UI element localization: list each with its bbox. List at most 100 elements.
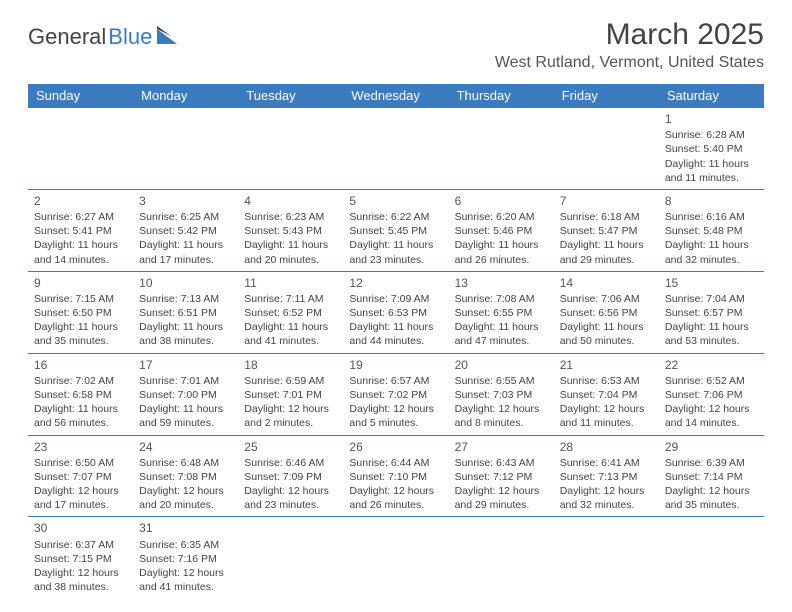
sunrise-text: Sunrise: 7:04 AM	[665, 292, 758, 306]
day-number: 24	[139, 439, 232, 455]
sunrise-text: Sunrise: 6:44 AM	[349, 456, 442, 470]
header: General Blue March 2025 West Rutland, Ve…	[28, 18, 764, 78]
calendar-day-cell: 7Sunrise: 6:18 AMSunset: 5:47 PMDaylight…	[554, 189, 659, 271]
calendar-day-cell: 4Sunrise: 6:23 AMSunset: 5:43 PMDaylight…	[238, 189, 343, 271]
sunrise-text: Sunrise: 7:11 AM	[244, 292, 337, 306]
sunrise-text: Sunrise: 7:01 AM	[139, 374, 232, 388]
sunset-text: Sunset: 7:12 PM	[455, 470, 548, 484]
day-number: 21	[560, 357, 653, 373]
calendar-day-cell: 1Sunrise: 6:28 AMSunset: 5:40 PMDaylight…	[659, 108, 764, 190]
sunrise-text: Sunrise: 6:57 AM	[349, 374, 442, 388]
calendar-day-cell: 9Sunrise: 7:15 AMSunset: 6:50 PMDaylight…	[28, 271, 133, 353]
daylight-text: Daylight: 12 hours and 17 minutes.	[34, 484, 127, 512]
sunset-text: Sunset: 7:06 PM	[665, 388, 758, 402]
page-title: March 2025	[495, 18, 764, 52]
title-block: March 2025 West Rutland, Vermont, United…	[495, 18, 764, 78]
day-number: 12	[349, 275, 442, 291]
calendar-day-cell: 27Sunrise: 6:43 AMSunset: 7:12 PMDayligh…	[449, 435, 554, 517]
day-number: 1	[665, 111, 758, 127]
daylight-text: Daylight: 11 hours and 17 minutes.	[139, 238, 232, 266]
sunrise-text: Sunrise: 6:20 AM	[455, 210, 548, 224]
daylight-text: Daylight: 11 hours and 29 minutes.	[560, 238, 653, 266]
sunrise-text: Sunrise: 6:39 AM	[665, 456, 758, 470]
daylight-text: Daylight: 12 hours and 26 minutes.	[349, 484, 442, 512]
sunset-text: Sunset: 6:55 PM	[455, 306, 548, 320]
daylight-text: Daylight: 12 hours and 2 minutes.	[244, 402, 337, 430]
sunrise-text: Sunrise: 6:46 AM	[244, 456, 337, 470]
daylight-text: Daylight: 11 hours and 50 minutes.	[560, 320, 653, 348]
calendar-day-cell: 2Sunrise: 6:27 AMSunset: 5:41 PMDaylight…	[28, 189, 133, 271]
daylight-text: Daylight: 12 hours and 32 minutes.	[560, 484, 653, 512]
sunset-text: Sunset: 7:13 PM	[560, 470, 653, 484]
daylight-text: Daylight: 11 hours and 35 minutes.	[34, 320, 127, 348]
daylight-text: Daylight: 12 hours and 5 minutes.	[349, 402, 442, 430]
calendar-day-cell: 8Sunrise: 6:16 AMSunset: 5:48 PMDaylight…	[659, 189, 764, 271]
daylight-text: Daylight: 11 hours and 44 minutes.	[349, 320, 442, 348]
daylight-text: Daylight: 12 hours and 11 minutes.	[560, 402, 653, 430]
sunset-text: Sunset: 7:09 PM	[244, 470, 337, 484]
sunset-text: Sunset: 5:48 PM	[665, 224, 758, 238]
sunrise-text: Sunrise: 7:06 AM	[560, 292, 653, 306]
sunset-text: Sunset: 7:15 PM	[34, 552, 127, 566]
calendar-week-row: 2Sunrise: 6:27 AMSunset: 5:41 PMDaylight…	[28, 189, 764, 271]
sunrise-text: Sunrise: 6:48 AM	[139, 456, 232, 470]
day-number: 19	[349, 357, 442, 373]
daylight-text: Daylight: 11 hours and 11 minutes.	[665, 157, 758, 185]
daylight-text: Daylight: 12 hours and 23 minutes.	[244, 484, 337, 512]
calendar-day-cell: 12Sunrise: 7:09 AMSunset: 6:53 PMDayligh…	[343, 271, 448, 353]
day-number: 25	[244, 439, 337, 455]
calendar-week-row: 30Sunrise: 6:37 AMSunset: 7:15 PMDayligh…	[28, 517, 764, 598]
sunset-text: Sunset: 7:01 PM	[244, 388, 337, 402]
day-number: 13	[455, 275, 548, 291]
daylight-text: Daylight: 11 hours and 59 minutes.	[139, 402, 232, 430]
calendar-day-cell: 18Sunrise: 6:59 AMSunset: 7:01 PMDayligh…	[238, 353, 343, 435]
daylight-text: Daylight: 12 hours and 14 minutes.	[665, 402, 758, 430]
daylight-text: Daylight: 11 hours and 47 minutes.	[455, 320, 548, 348]
day-header: Wednesday	[343, 84, 448, 108]
sunrise-text: Sunrise: 7:02 AM	[34, 374, 127, 388]
sunset-text: Sunset: 5:47 PM	[560, 224, 653, 238]
calendar-day-cell: 16Sunrise: 7:02 AMSunset: 6:58 PMDayligh…	[28, 353, 133, 435]
daylight-text: Daylight: 11 hours and 23 minutes.	[349, 238, 442, 266]
calendar-day-cell: 21Sunrise: 6:53 AMSunset: 7:04 PMDayligh…	[554, 353, 659, 435]
sunrise-text: Sunrise: 6:16 AM	[665, 210, 758, 224]
daylight-text: Daylight: 12 hours and 29 minutes.	[455, 484, 548, 512]
day-header: Monday	[133, 84, 238, 108]
calendar-header-row: SundayMondayTuesdayWednesdayThursdayFrid…	[28, 84, 764, 108]
sunrise-text: Sunrise: 6:41 AM	[560, 456, 653, 470]
daylight-text: Daylight: 11 hours and 20 minutes.	[244, 238, 337, 266]
sunrise-text: Sunrise: 6:22 AM	[349, 210, 442, 224]
calendar-table: SundayMondayTuesdayWednesdayThursdayFrid…	[28, 84, 764, 598]
sunset-text: Sunset: 7:07 PM	[34, 470, 127, 484]
calendar-day-cell: 30Sunrise: 6:37 AMSunset: 7:15 PMDayligh…	[28, 517, 133, 598]
sunset-text: Sunset: 7:04 PM	[560, 388, 653, 402]
sunset-text: Sunset: 6:50 PM	[34, 306, 127, 320]
day-number: 23	[34, 439, 127, 455]
calendar-week-row: 9Sunrise: 7:15 AMSunset: 6:50 PMDaylight…	[28, 271, 764, 353]
sunset-text: Sunset: 7:00 PM	[139, 388, 232, 402]
calendar-empty-cell	[554, 108, 659, 190]
daylight-text: Daylight: 12 hours and 8 minutes.	[455, 402, 548, 430]
day-number: 8	[665, 193, 758, 209]
sunrise-text: Sunrise: 6:27 AM	[34, 210, 127, 224]
calendar-day-cell: 10Sunrise: 7:13 AMSunset: 6:51 PMDayligh…	[133, 271, 238, 353]
daylight-text: Daylight: 12 hours and 20 minutes.	[139, 484, 232, 512]
calendar-empty-cell	[238, 108, 343, 190]
sunrise-text: Sunrise: 6:52 AM	[665, 374, 758, 388]
sunrise-text: Sunrise: 6:43 AM	[455, 456, 548, 470]
day-number: 7	[560, 193, 653, 209]
calendar-day-cell: 28Sunrise: 6:41 AMSunset: 7:13 PMDayligh…	[554, 435, 659, 517]
daylight-text: Daylight: 11 hours and 26 minutes.	[455, 238, 548, 266]
calendar-empty-cell	[238, 517, 343, 598]
sunrise-text: Sunrise: 6:28 AM	[665, 128, 758, 142]
calendar-empty-cell	[343, 517, 448, 598]
calendar-day-cell: 11Sunrise: 7:11 AMSunset: 6:52 PMDayligh…	[238, 271, 343, 353]
day-number: 26	[349, 439, 442, 455]
daylight-text: Daylight: 11 hours and 41 minutes.	[244, 320, 337, 348]
calendar-day-cell: 23Sunrise: 6:50 AMSunset: 7:07 PMDayligh…	[28, 435, 133, 517]
sunset-text: Sunset: 5:41 PM	[34, 224, 127, 238]
daylight-text: Daylight: 12 hours and 38 minutes.	[34, 566, 127, 594]
day-number: 17	[139, 357, 232, 373]
calendar-day-cell: 6Sunrise: 6:20 AMSunset: 5:46 PMDaylight…	[449, 189, 554, 271]
day-number: 18	[244, 357, 337, 373]
